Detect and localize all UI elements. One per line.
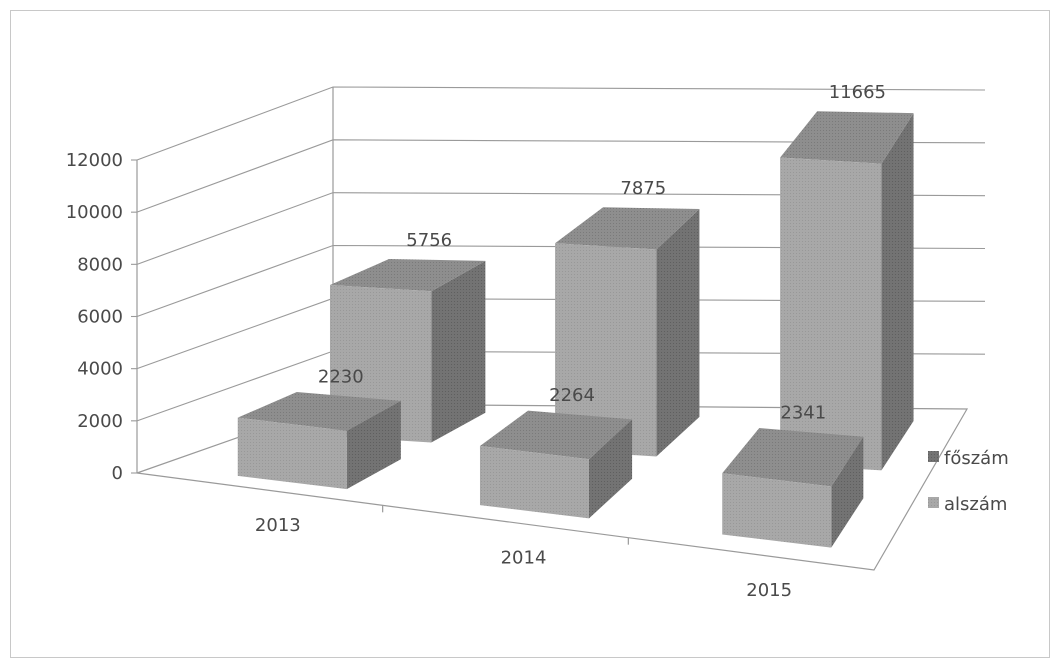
data-label-alszam-2013: 2230 [318, 366, 364, 387]
y-tick-label: 12000 [66, 150, 123, 171]
bar-foszam-2015 [780, 111, 914, 471]
data-label-foszam-2015: 11665 [829, 82, 886, 103]
bar-side [656, 209, 700, 457]
bar-top [555, 207, 700, 250]
bar-foszam-2014 [555, 207, 700, 457]
bar-alszam-2015 [722, 428, 864, 548]
gridline-8000 [136, 192, 986, 265]
y-tick-label: 8000 [77, 254, 123, 275]
y-axis-tick-labels: 0 2000 4000 6000 8000 10000 12000 [66, 150, 123, 484]
y-tick-label: 2000 [77, 411, 123, 432]
category-label-2014: 2014 [501, 548, 547, 569]
category-label-2015: 2015 [746, 580, 792, 601]
bar-alszam-2013 [237, 392, 401, 490]
bar-front [479, 446, 589, 519]
gridline-12000 [136, 86, 986, 161]
bar-alszam-2014 [479, 410, 633, 519]
y-tick-label: 0 [112, 463, 123, 484]
data-label-alszam-2015: 2341 [780, 402, 826, 423]
y-tick-label: 10000 [66, 202, 123, 223]
bar-top [329, 258, 486, 292]
y-tick-label: 6000 [77, 307, 123, 328]
bar-top [237, 392, 401, 431]
bar-side [346, 400, 401, 490]
bars [237, 111, 914, 548]
category-label-2013: 2013 [255, 515, 301, 536]
legend: főszám alszám [928, 448, 1009, 515]
gridline-10000 [136, 139, 986, 213]
bar-side [431, 260, 486, 443]
bar-front [237, 417, 347, 490]
bar-front [780, 157, 882, 471]
bar-top [780, 111, 914, 164]
data-label-foszam-2014: 7875 [620, 178, 666, 199]
data-labels: 5756 7875 11665 2230 2264 2341 [318, 82, 886, 423]
data-label-alszam-2014: 2264 [549, 385, 595, 406]
data-label-foszam-2013: 5756 [406, 230, 452, 251]
x-axis-category-labels: 2013 2014 2015 [255, 515, 792, 601]
legend-label-alszam: alszám [944, 494, 1007, 515]
bar-side [831, 436, 864, 548]
bar-side [881, 113, 914, 471]
y-tick-label: 4000 [77, 359, 123, 380]
bar-top [722, 428, 864, 487]
legend-label-foszam: főszám [944, 448, 1009, 469]
legend-swatch-foszam [928, 451, 939, 462]
legend-swatch-alszam [928, 497, 939, 508]
bar-top [479, 410, 633, 460]
bar-side [588, 419, 633, 519]
bar-front [722, 473, 832, 548]
gridline-6000 [136, 244, 986, 318]
bar-front [555, 243, 657, 457]
